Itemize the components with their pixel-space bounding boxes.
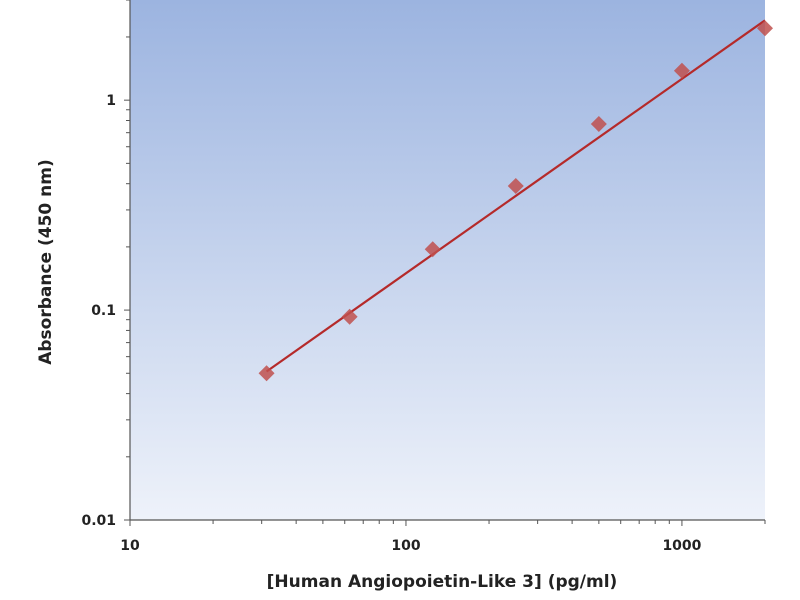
data-point (757, 20, 773, 37)
y-tick-label: 0.01 (81, 513, 116, 529)
plot-area (130, 0, 765, 520)
y-tick-label: 0.1 (91, 303, 116, 319)
data-point (258, 365, 275, 382)
x-tick-label: 10 (120, 538, 140, 554)
x-tick-label: 100 (391, 538, 420, 554)
data-point (424, 241, 441, 258)
data-point (507, 178, 524, 195)
x-axis-label: [Human Angiopoietin-Like 3] (pg/ml) (266, 572, 618, 592)
y-tick-label: 1 (106, 93, 116, 109)
data-point (590, 115, 607, 132)
x-tick-label: 1000 (662, 538, 701, 554)
data-point (673, 62, 690, 79)
y-axis-label: Absorbance (450 nm) (36, 159, 56, 365)
data-point (341, 308, 358, 325)
